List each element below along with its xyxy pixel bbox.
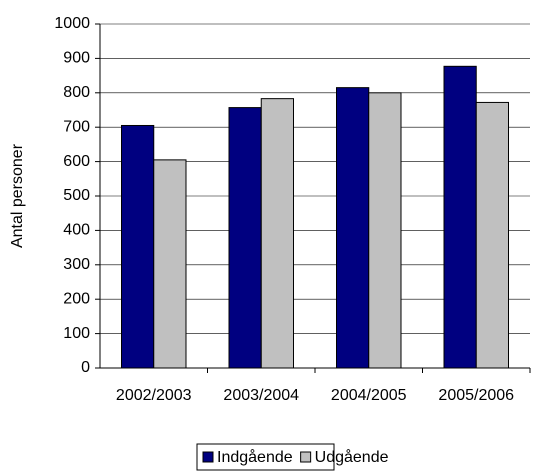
- bar: [153, 159, 187, 369]
- x-tick-label: 2005/2006: [438, 387, 514, 404]
- legend-label: Udgående: [315, 448, 389, 466]
- bar: [121, 124, 155, 369]
- y-tick-label: 800: [63, 84, 90, 101]
- bar: [443, 65, 477, 369]
- y-tick-label: 700: [63, 118, 90, 135]
- y-tick-label: 500: [63, 187, 90, 204]
- bar: [260, 98, 294, 369]
- legend-label: Indgående: [217, 448, 293, 466]
- y-axis-label: Antal personer: [9, 143, 26, 248]
- y-tick-label: 400: [63, 222, 90, 239]
- legend-box: [196, 443, 335, 471]
- bar: [228, 107, 262, 369]
- x-tick-label: 2003/2004: [223, 387, 299, 404]
- bar: [475, 101, 509, 369]
- y-tick-label: 1000: [54, 15, 90, 32]
- legend-swatch: [202, 451, 214, 463]
- y-tick-label: 100: [63, 325, 90, 342]
- y-tick-label: 200: [63, 290, 90, 307]
- y-tick-label: 900: [63, 50, 90, 67]
- legend-swatch: [300, 451, 312, 463]
- y-tick-label: 600: [63, 153, 90, 170]
- bar: [336, 87, 370, 369]
- bar: [368, 92, 402, 369]
- y-tick-label: 0: [81, 359, 90, 376]
- x-tick-label: 2002/2003: [116, 387, 192, 404]
- y-tick-label: 300: [63, 256, 90, 273]
- x-tick-label: 2004/2005: [331, 387, 407, 404]
